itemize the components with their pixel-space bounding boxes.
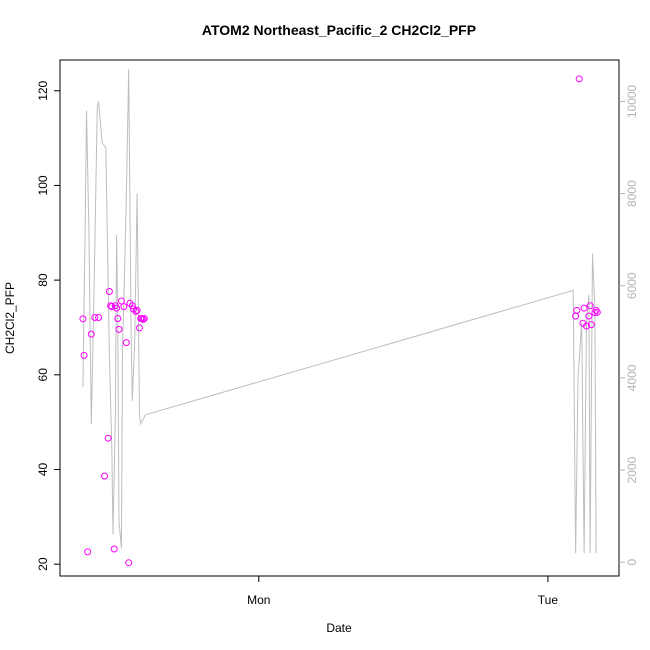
data-point (105, 288, 113, 295)
series-line (82, 69, 597, 554)
data-point (110, 545, 118, 553)
y2-tick-label: 4000 (625, 364, 639, 391)
y2-tick-label: 6000 (625, 272, 639, 299)
y2-tick-label: 8000 (625, 180, 639, 207)
data-point (91, 314, 99, 321)
y-axis-label: CH2Cl2_PFP (3, 282, 17, 354)
data-point (139, 315, 147, 323)
line-series (82, 69, 597, 554)
data-point (120, 303, 128, 311)
y-tick-label: 60 (36, 368, 50, 382)
plot-frame (59, 59, 620, 577)
data-point (80, 351, 88, 359)
point-series (79, 75, 601, 567)
y-tick-label: 120 (36, 80, 50, 100)
x-axis-label: Date (326, 621, 352, 635)
data-point (580, 304, 588, 312)
data-point (79, 315, 87, 323)
data-point (592, 306, 600, 314)
data-point (132, 307, 140, 315)
data-point (126, 299, 134, 307)
data-point (87, 330, 95, 338)
data-point (575, 75, 583, 83)
data-point (585, 312, 593, 320)
y-tick-label: 20 (36, 557, 50, 571)
data-point (583, 322, 590, 330)
data-point (573, 306, 581, 314)
y-axis-left: 20 40 60 80 100 120 (36, 80, 60, 571)
x-tick-label: Tue (538, 593, 559, 607)
data-point (133, 306, 141, 314)
data-point (107, 302, 115, 310)
data-point (593, 308, 601, 316)
data-point (128, 302, 136, 310)
y2-tick-label: 10000 (625, 84, 639, 118)
data-point (108, 303, 116, 311)
x-axis: Mon Tue (247, 576, 558, 607)
data-point (125, 559, 133, 567)
x-tick-label: Mon (247, 593, 270, 607)
data-point (115, 325, 123, 333)
data-point (104, 434, 112, 442)
data-point (122, 339, 130, 347)
y2-tick-label: 2000 (625, 456, 639, 483)
y-tick-label: 100 (36, 175, 50, 195)
data-point (114, 315, 122, 322)
y-tick-label: 40 (36, 462, 50, 476)
data-point (130, 305, 137, 313)
y-tick-label: 80 (36, 273, 50, 287)
data-point (84, 548, 92, 556)
data-point (117, 297, 125, 305)
data-point (95, 314, 103, 321)
data-point (586, 302, 594, 310)
data-point (136, 324, 143, 332)
data-point (587, 321, 595, 329)
y-axis-right: 0 2000 4000 6000 8000 10000 (619, 84, 639, 566)
data-point (113, 304, 121, 312)
chart-title: ATOM2 Northeast_Pacific_2 CH2Cl2_PFP (202, 22, 476, 38)
data-point (101, 472, 109, 480)
y2-tick-label: 0 (625, 559, 639, 566)
data-point (138, 315, 146, 322)
data-point (140, 315, 148, 322)
